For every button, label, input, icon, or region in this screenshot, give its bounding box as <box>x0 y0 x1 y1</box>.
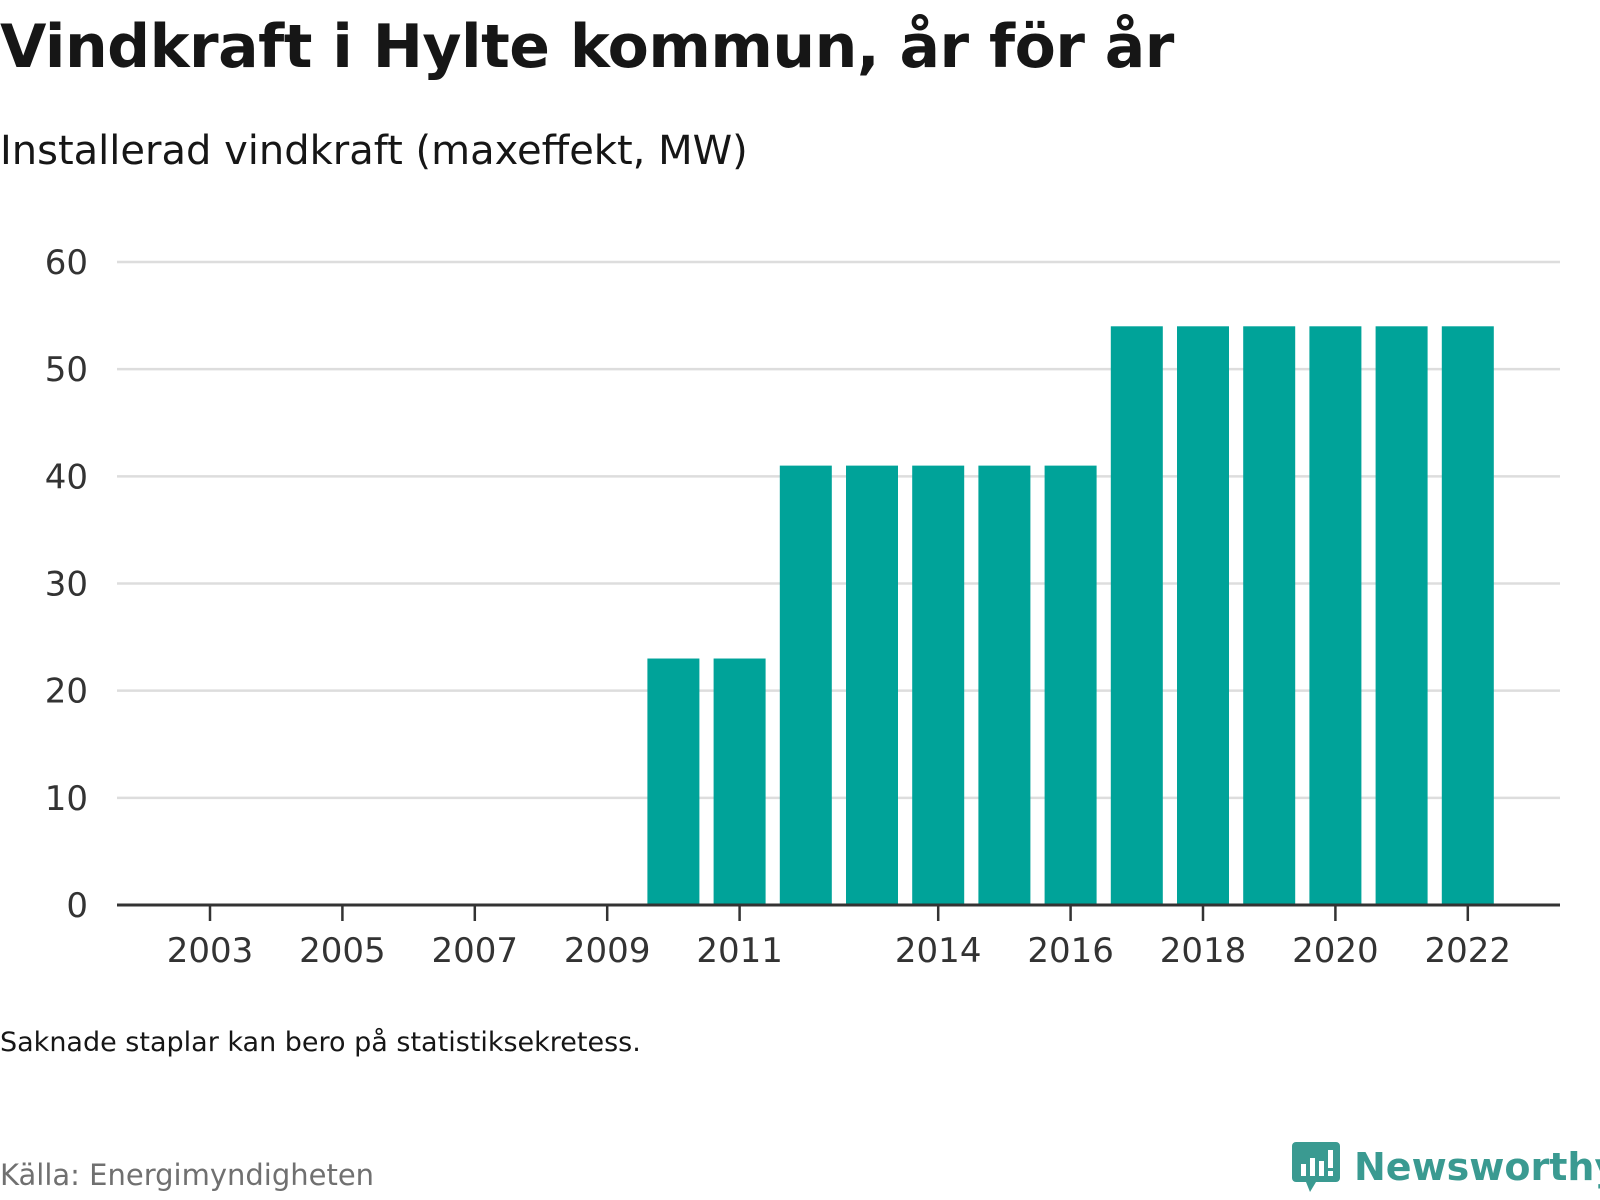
bar-2020 <box>1309 326 1362 905</box>
bar-2021 <box>1375 326 1428 905</box>
y-tick-label: 20 <box>45 672 88 712</box>
y-tick-label: 50 <box>45 350 88 390</box>
y-axis-ticks: 0 10 20 30 40 50 60 <box>45 243 88 926</box>
brand-name: Newsworthy <box>1354 1145 1600 1189</box>
x-tick-label: 2014 <box>895 931 982 971</box>
footnote: Saknade staplar kan bero på statistiksek… <box>0 1027 641 1058</box>
y-tick-label: 60 <box>45 243 88 283</box>
x-tick-label: 2007 <box>432 931 519 971</box>
x-tick-label: 2016 <box>1027 931 1114 971</box>
bar-2018 <box>1177 326 1229 905</box>
bar-2014 <box>912 465 965 905</box>
x-tick-label: 2009 <box>564 931 651 971</box>
x-tick-label: 2022 <box>1425 931 1512 971</box>
x-tick-label: 2020 <box>1292 931 1379 971</box>
x-tick-label: 2018 <box>1160 931 1247 971</box>
bar-2011 <box>713 658 766 905</box>
bars <box>647 326 1494 905</box>
bar-2013 <box>846 465 898 905</box>
chart-subtitle: Installerad vindkraft (maxeffekt, MW) <box>0 128 748 174</box>
x-tick-label: 2003 <box>167 931 254 971</box>
y-tick-label: 30 <box>45 565 88 605</box>
bar-2017 <box>1110 326 1163 905</box>
chart-title: Vindkraft i Hylte kommun, år för år <box>0 12 1174 82</box>
bar-2016 <box>1044 465 1097 905</box>
x-tick-label: 2011 <box>696 931 783 971</box>
bar-2010 <box>647 658 700 905</box>
x-axis-ticks: 2003 2005 2007 2009 2011 2014 2016 2018 2020 2022 <box>167 905 1511 971</box>
x-tick-label: 2005 <box>299 931 386 971</box>
y-tick-label: 10 <box>45 779 88 819</box>
bar-2019 <box>1243 326 1296 905</box>
bar-2015 <box>978 465 1031 905</box>
bar-2022 <box>1441 326 1494 905</box>
newsworthy-logo-icon <box>1292 1142 1340 1192</box>
brand-logo: Newsworthy <box>1292 1142 1600 1192</box>
y-tick-label: 40 <box>45 457 88 497</box>
y-tick-label: 0 <box>66 886 88 926</box>
source-credit: Källa: Energimyndigheten <box>0 1158 375 1192</box>
bar-2012 <box>779 465 832 905</box>
